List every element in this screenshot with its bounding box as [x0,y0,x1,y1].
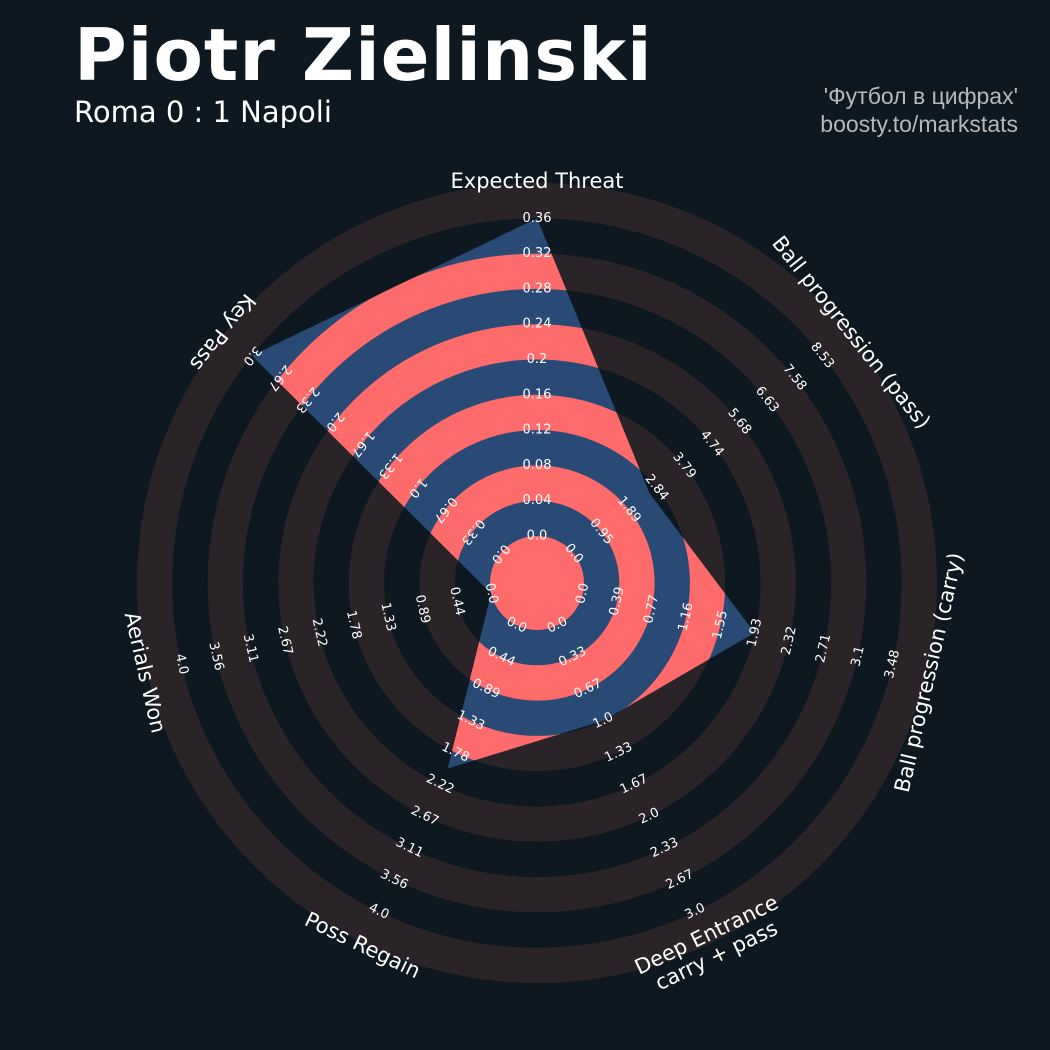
tick-label: 1.55 [710,609,731,641]
credit-line-1: 'Футбол в цифрах' [823,83,1018,109]
tick-label: 2.32 [779,625,800,657]
tick-label: 0.44 [446,586,467,618]
tick-label: 0.32 [523,246,552,261]
tick-label: 0.24 [523,317,552,332]
tick-label: 1.16 [676,601,697,633]
tick-label: 0.39 [607,586,628,618]
credit-line-2: boosty.to/markstats [820,111,1018,137]
tick-label: 0.2 [527,352,548,367]
tick-label: 1.93 [744,617,765,649]
tick-label: 0.08 [523,458,552,473]
tick-label: 2.71 [813,633,834,665]
tick-label: 4.0 [172,652,191,676]
tick-label: 3.56 [205,641,226,673]
tick-label: 1.78 [343,609,364,641]
chart-title: Piotr Zielinski [74,13,653,97]
tick-label: 0.77 [641,593,662,625]
ring-band-light [136,182,938,984]
tick-label: 2.22 [309,617,330,649]
tick-label: 0.0 [527,529,548,544]
tick-label: 2.67 [274,625,295,657]
tick-label: 0.12 [523,423,552,438]
tick-label: 3.48 [882,648,903,680]
tick-label: 0.0 [482,582,501,606]
tick-label: 0.36 [523,211,552,226]
tick-label: 0.16 [523,387,552,402]
highlight-center-disc [490,536,584,630]
axis-label-line: Expected Threat [451,169,624,193]
tick-label: 0.89 [412,593,433,625]
tick-label: 3.11 [240,633,261,665]
highlight-ring [251,253,755,769]
tick-label: 0.0 [573,582,592,606]
tick-label: 3.1 [848,645,867,669]
chart-subtitle: Roma 0 : 1 Napoli [74,95,332,129]
tick-label: 0.04 [523,493,552,508]
axis-label: Expected Threat [451,169,624,193]
tick-label: 1.33 [377,601,398,633]
tick-label: 0.28 [523,281,552,296]
